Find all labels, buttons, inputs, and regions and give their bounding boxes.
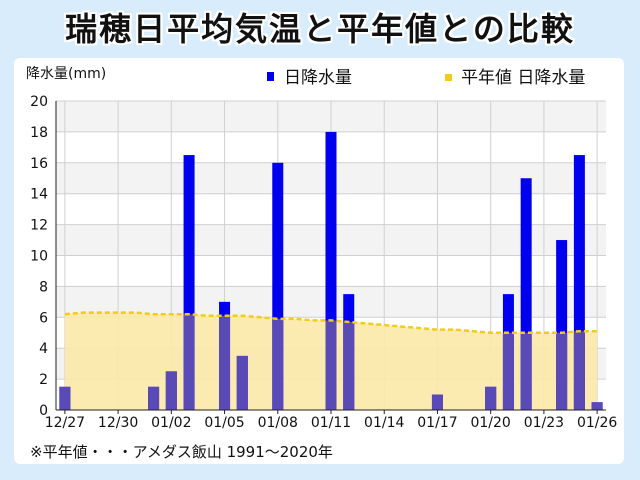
precip-bar (272, 162, 284, 410)
y-tick-label: 14 (30, 187, 48, 203)
precip-bar-overlap (183, 314, 195, 410)
x-tick-label: 01/26 (577, 415, 617, 431)
chart-legend: 日降水量 平年値 日降水量 (267, 68, 585, 88)
x-tick-label: 01/02 (151, 415, 191, 431)
precip-bar-overlap (236, 355, 248, 410)
precip-bar-overlap (325, 320, 337, 410)
precip-bar-overlap (556, 332, 568, 410)
precip-bar-overlap (573, 331, 585, 410)
chart-title: 瑞穂日平均気温と平年値との比較 (65, 10, 575, 48)
y-tick-label: 16 (30, 156, 48, 172)
plot-area: 0 2 4 6 8 10 12 14 16 18 20 12/27 12/30 01/02 01/05 01/… (30, 94, 617, 431)
x-tick-label: 01/11 (311, 415, 351, 431)
precip-bar-overlap (165, 371, 177, 410)
precip-bar (520, 178, 532, 410)
precipitation-chart: 降水量(mm) 日降水量 平年値 日降水量 0 2 4 6 8 10 12 14 16 18 20 1… (26, 66, 617, 431)
y-axis-label: 降水量(mm) (26, 66, 106, 82)
precip-bar-overlap (272, 318, 284, 410)
x-tick-label: 12/27 (45, 415, 85, 431)
precip-bar-overlap (148, 386, 160, 410)
footnote: ※平年値・・・アメダス飯山 1991〜2020年 (30, 443, 333, 461)
y-tick-label: 0 (39, 403, 48, 419)
y-tick-label: 2 (39, 372, 48, 388)
precip-bar-overlap (591, 402, 603, 410)
x-tick-label: 01/05 (204, 415, 244, 431)
y-tick-label: 8 (39, 279, 48, 295)
normal-precip-line (64, 311, 598, 334)
y-tick-label: 4 (39, 341, 48, 357)
y-tick-label: 18 (30, 125, 48, 141)
legend-label-daily-precip: 日降水量 (284, 68, 352, 88)
y-tick-label: 10 (30, 249, 48, 265)
precip-bar (573, 155, 585, 410)
precip-bar-overlap (431, 394, 443, 410)
precip-bar-overlap (343, 321, 355, 410)
x-tick-label: 12/30 (98, 415, 138, 431)
y-tick-label: 12 (30, 218, 48, 234)
legend-swatch-daily-precip (267, 72, 274, 81)
title-band: 瑞穂日平均気温と平年値との比較 (0, 0, 640, 50)
precip-bar-overlap (59, 386, 71, 410)
precip-bar (556, 240, 568, 410)
x-tick-label: 01/17 (417, 415, 457, 431)
precip-bar (183, 155, 195, 410)
precip-bar-overlap (219, 315, 231, 410)
precip-bar (325, 131, 337, 410)
precip-bar-overlap (520, 332, 532, 410)
x-tick-label: 01/20 (470, 415, 510, 431)
legend-label-normal-precip: 平年値 日降水量 (461, 68, 585, 88)
y-tick-label: 6 (39, 310, 48, 326)
precip-bar-overlap (502, 332, 514, 410)
chart-panel: 降水量(mm) 日降水量 平年値 日降水量 0 2 4 6 8 10 12 14 16 18 20 1… (14, 58, 624, 464)
x-tick-label: 01/23 (524, 415, 564, 431)
x-tick-label: 01/14 (364, 415, 404, 431)
x-tick-label: 01/08 (258, 415, 298, 431)
legend-swatch-normal-precip (445, 74, 452, 81)
y-tick-label: 20 (30, 94, 48, 110)
precip-bar-overlap (485, 386, 497, 410)
